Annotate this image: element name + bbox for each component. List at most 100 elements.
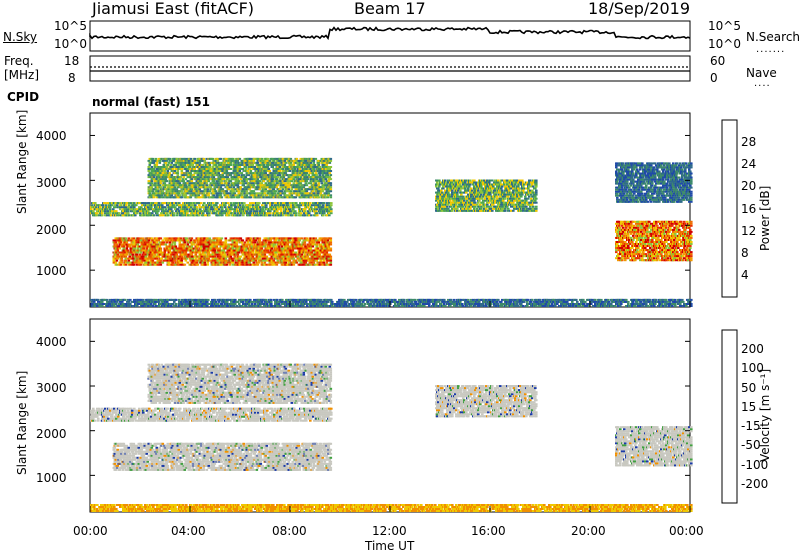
data-cell [183, 241, 187, 244]
data-cell [271, 178, 275, 181]
data-cell [170, 243, 174, 246]
data-cell [140, 243, 144, 246]
data-cell [223, 253, 227, 256]
data-cell [283, 243, 287, 246]
data-cell [158, 241, 162, 244]
data-cell [283, 192, 287, 195]
data-cell [295, 212, 298, 215]
data-cell [139, 212, 142, 215]
data-cell [251, 255, 255, 258]
data-cell [292, 178, 296, 181]
data-cell [112, 257, 116, 260]
data-cell [263, 253, 267, 256]
data-cell [156, 261, 160, 264]
data-cell [212, 180, 216, 183]
data-cell [122, 247, 126, 250]
data-cell [171, 261, 175, 264]
data-cell [299, 257, 303, 260]
data-cell [245, 259, 249, 262]
data-cell [166, 170, 170, 172]
data-cell [290, 247, 294, 250]
data-cell [274, 190, 278, 193]
data-cell [114, 245, 118, 248]
data-cell [293, 253, 297, 256]
data-cell [175, 253, 179, 256]
data-cell [329, 259, 333, 262]
data-cell [104, 210, 107, 213]
data-cell [213, 245, 217, 248]
data-cell [145, 247, 149, 250]
data-cell [168, 263, 172, 266]
data-cell [163, 253, 167, 256]
data-cell [191, 251, 195, 254]
data-cell [276, 210, 279, 213]
data-cell [252, 184, 256, 187]
data-cell [150, 182, 154, 185]
data-cell [256, 178, 260, 181]
data-cell [194, 257, 198, 260]
data-cell [180, 196, 184, 199]
data-cell [282, 214, 285, 217]
data-cell [132, 243, 136, 246]
data-cell [153, 251, 157, 254]
data-cell [207, 241, 211, 244]
data-cell [250, 239, 254, 242]
data-cell [259, 206, 262, 209]
data-cell [298, 239, 302, 242]
data-cell [226, 247, 230, 250]
data-cell [157, 255, 161, 258]
data-cell [118, 261, 122, 264]
data-cell [263, 243, 267, 246]
data-cell [101, 212, 104, 215]
data-cell [201, 253, 205, 256]
data-cell [235, 241, 239, 244]
data-cell [230, 251, 234, 254]
data-cell [158, 184, 162, 187]
data-cell [294, 259, 298, 262]
data-cell [139, 251, 143, 254]
data-cell [234, 204, 237, 207]
data-cell [101, 214, 104, 217]
data-cell [258, 251, 262, 254]
data-cell [178, 178, 182, 181]
data-cell [142, 247, 146, 250]
data-cell [125, 253, 129, 256]
data-cell [145, 249, 149, 252]
data-cell [203, 202, 206, 205]
data-cell [290, 194, 294, 197]
data-cell [154, 263, 158, 266]
data-cell [153, 245, 157, 248]
data-cell [231, 263, 235, 266]
data-cell [192, 247, 196, 250]
data-cell [175, 247, 179, 250]
data-cell [268, 188, 272, 191]
data-cell [295, 202, 298, 205]
data-cell [273, 263, 277, 266]
data-cell [125, 247, 129, 250]
data-cell [171, 245, 175, 248]
data-cell [165, 159, 169, 162]
data-cell [274, 253, 278, 256]
data-cell [220, 263, 224, 266]
data-cell [147, 159, 151, 162]
data-cell [292, 257, 296, 260]
data-cell [218, 247, 222, 250]
data-cell [192, 239, 196, 242]
data-cell [271, 251, 275, 254]
data-cell [151, 212, 154, 215]
data-cell [291, 237, 295, 240]
data-cell [173, 259, 177, 262]
data-cell [321, 239, 325, 242]
data-cell [237, 251, 241, 254]
data-cell [260, 157, 264, 160]
data-cell [278, 174, 282, 177]
data-cell [224, 206, 227, 209]
data-cell [164, 243, 168, 246]
data-cell [288, 239, 292, 242]
data-cell [151, 251, 155, 254]
data-cell [292, 251, 296, 254]
data-cell [212, 194, 216, 197]
data-cell [116, 204, 119, 207]
data-cell [329, 247, 333, 250]
data-cell [153, 241, 157, 244]
